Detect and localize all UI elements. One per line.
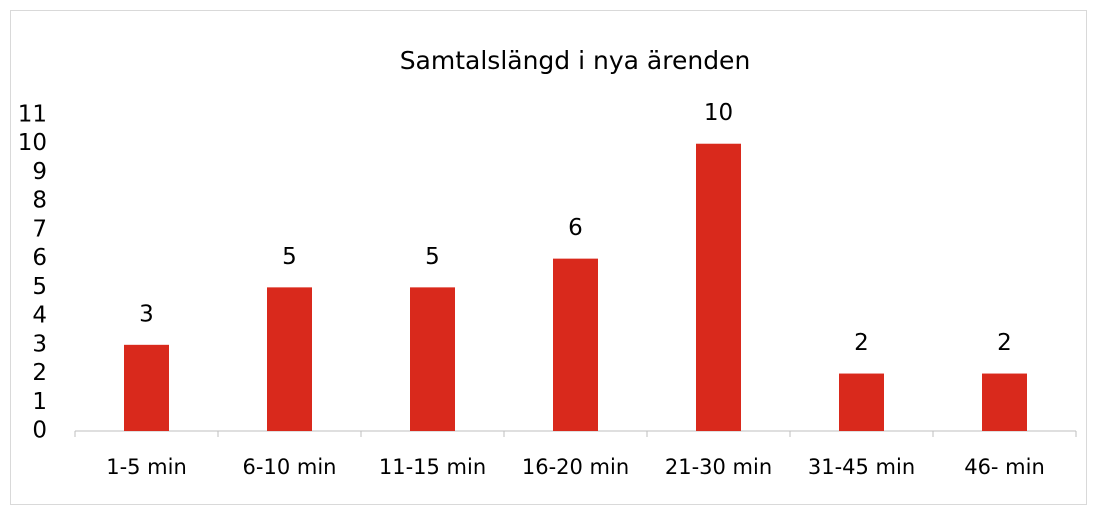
x-tick-label: 46- min <box>964 455 1045 479</box>
y-tick-label: 10 <box>18 130 47 156</box>
y-tick-label: 9 <box>32 159 47 185</box>
y-tick-label: 1 <box>32 389 47 415</box>
y-tick-label: 2 <box>32 360 47 386</box>
data-label: 6 <box>568 215 583 241</box>
x-tick-label: 11-15 min <box>379 455 486 479</box>
chart-title: Samtalslängd i nya ärenden <box>400 46 751 75</box>
x-tick-label: 21-30 min <box>665 455 772 479</box>
y-tick-label: 8 <box>32 188 47 214</box>
y-tick-label: 0 <box>32 418 47 444</box>
x-tick-label: 1-5 min <box>106 455 187 479</box>
bar <box>553 258 598 431</box>
bar <box>696 143 741 431</box>
data-label: 2 <box>997 330 1012 356</box>
data-label: 5 <box>425 244 440 270</box>
x-tick-label: 16-20 min <box>522 455 629 479</box>
y-tick-label: 4 <box>32 303 47 329</box>
data-label: 3 <box>139 301 154 327</box>
data-label: 10 <box>704 100 733 126</box>
y-tick-label: 3 <box>32 331 47 357</box>
bar <box>982 373 1027 431</box>
y-tick-label: 5 <box>32 274 47 300</box>
y-tick-label: 11 <box>18 102 47 128</box>
chart-border <box>10 10 1087 505</box>
data-label: 5 <box>282 244 297 270</box>
bar <box>124 344 169 431</box>
x-tick-label: 31-45 min <box>808 455 915 479</box>
y-tick-label: 7 <box>32 216 47 242</box>
x-tick-label: 6-10 min <box>243 455 337 479</box>
bar <box>410 287 455 431</box>
bar <box>839 373 884 431</box>
data-label: 2 <box>854 330 869 356</box>
y-tick-label: 6 <box>32 245 47 271</box>
bar <box>267 287 312 431</box>
